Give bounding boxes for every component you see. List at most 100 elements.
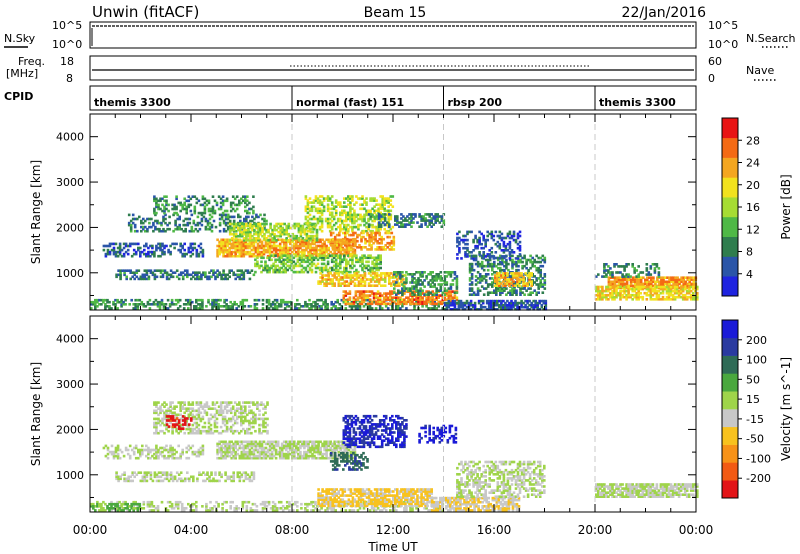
- range-time-cell: [438, 221, 442, 224]
- range-time-cell: [429, 285, 432, 288]
- range-time-cell: [625, 293, 628, 297]
- range-time-cell: [504, 272, 507, 275]
- range-time-cell: [116, 298, 119, 302]
- range-time-cell: [256, 262, 259, 266]
- range-time-cell: [266, 256, 269, 260]
- range-time-cell: [162, 217, 165, 221]
- range-time-cell: [414, 215, 417, 218]
- range-time-cell: [498, 278, 501, 281]
- range-time-cell: [504, 284, 507, 287]
- range-time-cell: [424, 217, 427, 220]
- range-time-cell: [108, 250, 112, 254]
- range-time-cell: [352, 239, 355, 243]
- range-time-cell: [397, 273, 400, 276]
- range-time-cell: [437, 289, 440, 292]
- range-time-cell: [371, 276, 375, 279]
- range-time-cell: [202, 215, 206, 219]
- range-time-cell: [482, 254, 486, 258]
- range-time-cell: [439, 271, 443, 274]
- range-time-cell: [304, 268, 308, 272]
- range-time-cell: [240, 273, 244, 277]
- range-time-cell: [476, 240, 479, 244]
- range-time-cell: [336, 300, 339, 304]
- range-time-cell: [348, 302, 352, 306]
- range-time-cell: [367, 213, 371, 216]
- range-time-cell: [480, 232, 483, 236]
- range-time-cell: [375, 274, 379, 277]
- range-time-cell: [350, 233, 353, 237]
- range-time-cell: [652, 280, 655, 284]
- range-time-cell: [627, 295, 630, 299]
- range-time-cell: [480, 260, 484, 264]
- range-time-cell: [136, 307, 140, 310]
- range-time-cell: [345, 260, 348, 264]
- range-time-cell: [321, 252, 324, 256]
- range-time-cell: [152, 229, 155, 233]
- range-time-cell: [115, 275, 118, 279]
- range-time-cell: [354, 290, 358, 293]
- range-time-cell: [241, 307, 245, 310]
- range-time-cell: [369, 223, 372, 227]
- range-time-cell: [282, 260, 285, 264]
- range-time-cell: [339, 238, 343, 242]
- range-time-cell: [110, 509, 113, 512]
- range-time-cell: [273, 307, 277, 310]
- range-time-cell: [242, 246, 246, 250]
- range-time-cell: [339, 254, 342, 257]
- range-time-cell: [306, 199, 310, 202]
- range-time-cell: [505, 260, 508, 264]
- range-time-cell: [329, 240, 332, 244]
- range-time-cell: [537, 287, 540, 290]
- range-time-cell: [307, 246, 310, 250]
- range-time-cell: [522, 276, 525, 279]
- nave-label: Nave: [746, 64, 774, 77]
- range-time-cell: [326, 195, 330, 198]
- range-time-cell: [369, 266, 372, 270]
- range-time-cell: [297, 239, 301, 242]
- range-time-cell: [500, 299, 503, 303]
- range-time-cell: [163, 252, 166, 256]
- range-time-cell: [380, 294, 384, 297]
- range-time-cell: [500, 301, 503, 305]
- range-time-cell: [319, 238, 322, 242]
- range-time-cell: [613, 284, 617, 288]
- range-time-cell: [189, 209, 193, 213]
- range-time-cell: [165, 277, 169, 281]
- range-time-cell: [239, 222, 242, 226]
- range-time-cell: [181, 252, 184, 256]
- range-time-cell: [482, 277, 486, 280]
- range-time-cell: [366, 233, 369, 237]
- range-time-cell: [346, 302, 350, 306]
- range-time-cell: [464, 238, 467, 242]
- range-time-cell: [541, 254, 545, 258]
- range-time-cell: [331, 280, 334, 283]
- range-time-cell: [388, 235, 392, 239]
- range-time-cell: [114, 298, 117, 302]
- range-time-cell: [539, 260, 542, 264]
- range-time-cell: [427, 296, 430, 299]
- range-time-cell: [264, 266, 267, 270]
- range-time-cell: [236, 269, 240, 272]
- range-time-cell: [102, 500, 105, 504]
- range-time-cell: [601, 287, 604, 291]
- range-time-cell: [667, 298, 671, 301]
- range-time-cell: [232, 246, 235, 250]
- range-time-cell: [400, 217, 403, 220]
- range-time-cell: [419, 283, 422, 286]
- range-time-cell: [218, 250, 221, 254]
- range-time-cell: [106, 250, 110, 254]
- range-time-cell: [375, 213, 378, 217]
- range-time-cell: [393, 273, 396, 276]
- range-time-cell: [227, 307, 230, 310]
- range-time-cell: [209, 303, 212, 306]
- range-time-cell: [441, 277, 445, 280]
- range-time-cell: [465, 301, 469, 305]
- range-time-cell: [273, 232, 276, 236]
- range-time-cell: [447, 294, 451, 297]
- colorbar-title: Power [dB]: [779, 174, 793, 239]
- range-time-cell: [231, 201, 235, 205]
- range-time-cell: [187, 195, 191, 198]
- range-time-cell: [357, 260, 360, 264]
- range-time-cell: [375, 215, 379, 218]
- range-time-cell: [457, 301, 461, 305]
